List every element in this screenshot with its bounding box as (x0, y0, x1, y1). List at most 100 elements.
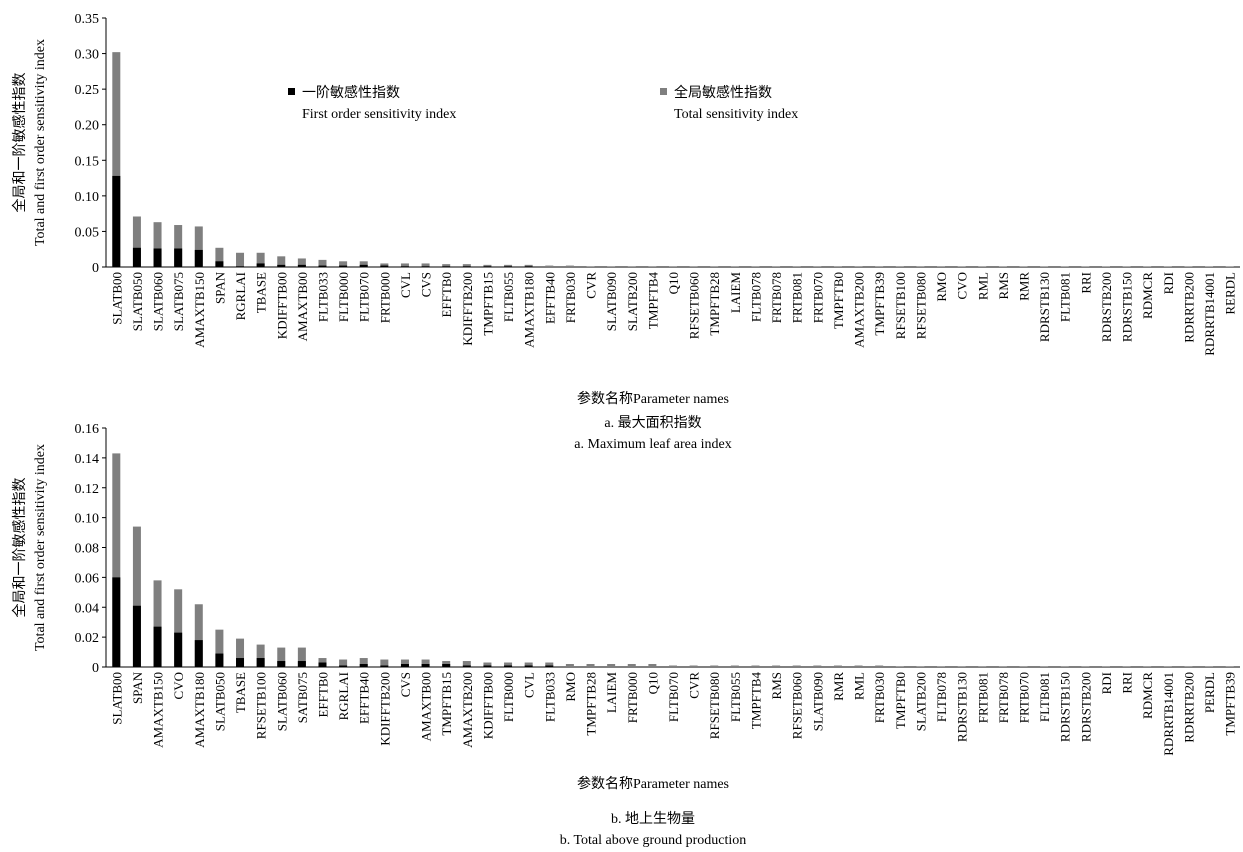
y-tick-label: 0.35 (75, 12, 100, 27)
x-tick-label: RFSETB080 (707, 672, 722, 739)
x-tick-label: PERDL (1202, 672, 1217, 713)
y-tick-label: 0.14 (75, 452, 100, 467)
bar (524, 264, 533, 267)
x-tick-label: RFSETB100 (893, 272, 908, 339)
bar (236, 252, 245, 267)
bar (998, 666, 1007, 667)
bar (937, 266, 946, 267)
bar (215, 629, 224, 667)
x-tick-label: EFFTB40 (542, 272, 557, 324)
bar (462, 266, 471, 267)
x-tick-label: RDRRTB200 (1181, 672, 1196, 743)
bar (112, 52, 121, 267)
y-tick-label: 0.10 (75, 190, 100, 205)
bar (132, 216, 141, 267)
x-tick-label: RMS (769, 672, 784, 699)
x-tick-label: KDIFFTB00 (274, 272, 289, 339)
bar (174, 225, 183, 267)
bar (400, 664, 409, 667)
legend-label: 全局敏感性指数 (674, 84, 772, 101)
y-tick-label: 0.16 (75, 422, 100, 437)
x-tick-label: AMAXTB150 (192, 272, 207, 348)
caption: a. Maximum leaf area index (574, 437, 731, 452)
bar (813, 266, 822, 267)
x-tick-label: TMPFTB4 (645, 272, 660, 330)
bar (462, 264, 471, 267)
bar (751, 665, 760, 667)
bar (565, 265, 574, 267)
x-tick-label: AMAXTB180 (192, 672, 207, 748)
bar (689, 665, 698, 667)
bar (174, 248, 183, 267)
bar (1122, 666, 1131, 667)
bar (648, 664, 657, 667)
x-tick-label: FRTB070 (1017, 672, 1032, 723)
x-tick-label: FRTB078 (996, 672, 1011, 723)
x-tick-label: TBASE (233, 672, 248, 713)
bar (833, 665, 842, 667)
y-axis-label: Total and first order sensitivity index (33, 39, 48, 246)
bar (957, 666, 966, 667)
bar (483, 665, 492, 667)
bar (112, 175, 121, 267)
bar (153, 626, 162, 667)
bar (297, 258, 306, 267)
caption: a. 最大面积指数 (604, 415, 701, 431)
x-tick-label: AMAXTB00 (295, 272, 310, 341)
x-tick-label: RML (852, 672, 867, 700)
bar (854, 266, 863, 267)
x-tick-label: RDRRTB14001 (1161, 672, 1176, 756)
x-tick-label: TMPFTB28 (584, 672, 599, 736)
legend-label: 一阶敏感性指数 (302, 84, 400, 101)
x-tick-label: RRI (1120, 672, 1135, 694)
x-tick-label: LAIEM (728, 272, 743, 314)
x-tick-label: AMAXTB150 (151, 672, 166, 748)
bar (462, 661, 471, 667)
x-tick-label: CVL (522, 672, 537, 698)
y-tick-label: 0.20 (75, 119, 100, 134)
x-tick-label: KDIFFTB200 (460, 272, 475, 346)
bar (194, 249, 203, 267)
x-tick-label: AMAXTB200 (460, 672, 475, 748)
bar (421, 659, 430, 667)
bar (710, 266, 719, 267)
x-tick-label: FLTB000 (501, 672, 516, 722)
bar (400, 266, 409, 267)
bar (730, 266, 739, 267)
bar (318, 259, 327, 267)
bar (751, 266, 760, 267)
bar (297, 661, 306, 667)
y-axis-label: Total and first order sensitivity index (33, 444, 48, 651)
bar (132, 526, 141, 667)
bar (339, 659, 348, 667)
bar (483, 264, 492, 267)
x-tick-label: FRTB000 (377, 272, 392, 323)
x-tick-label: SLATB090 (604, 272, 619, 331)
bar (772, 665, 781, 667)
x-tick-label: RERDL (1223, 272, 1238, 315)
caption: b. Total above ground production (560, 833, 747, 848)
bar (978, 666, 987, 667)
bar (236, 638, 245, 667)
x-axis-label: 参数名称Parameter names (577, 390, 729, 407)
bar (916, 666, 925, 667)
x-tick-label: CVO (955, 272, 970, 299)
bar (669, 266, 677, 267)
bar (174, 589, 183, 667)
x-tick-label: RML (975, 272, 990, 300)
bar (937, 666, 946, 667)
x-tick-label: FRTB078 (769, 272, 784, 323)
x-tick-label: FLTB070 (666, 672, 681, 722)
y-tick-label: 0.05 (75, 225, 100, 240)
bar (153, 580, 162, 667)
x-tick-label: FLTB081 (1058, 272, 1073, 322)
x-tick-label: TMPFTB15 (480, 272, 495, 336)
x-tick-label: SLATB050 (212, 672, 227, 731)
bar (1101, 666, 1110, 667)
bar (442, 266, 451, 267)
x-tick-label: CVS (419, 272, 434, 297)
bar (380, 265, 389, 267)
bar (854, 665, 863, 667)
x-tick-label: CVR (687, 672, 702, 699)
x-tick-label: RDMCR (1140, 272, 1155, 319)
